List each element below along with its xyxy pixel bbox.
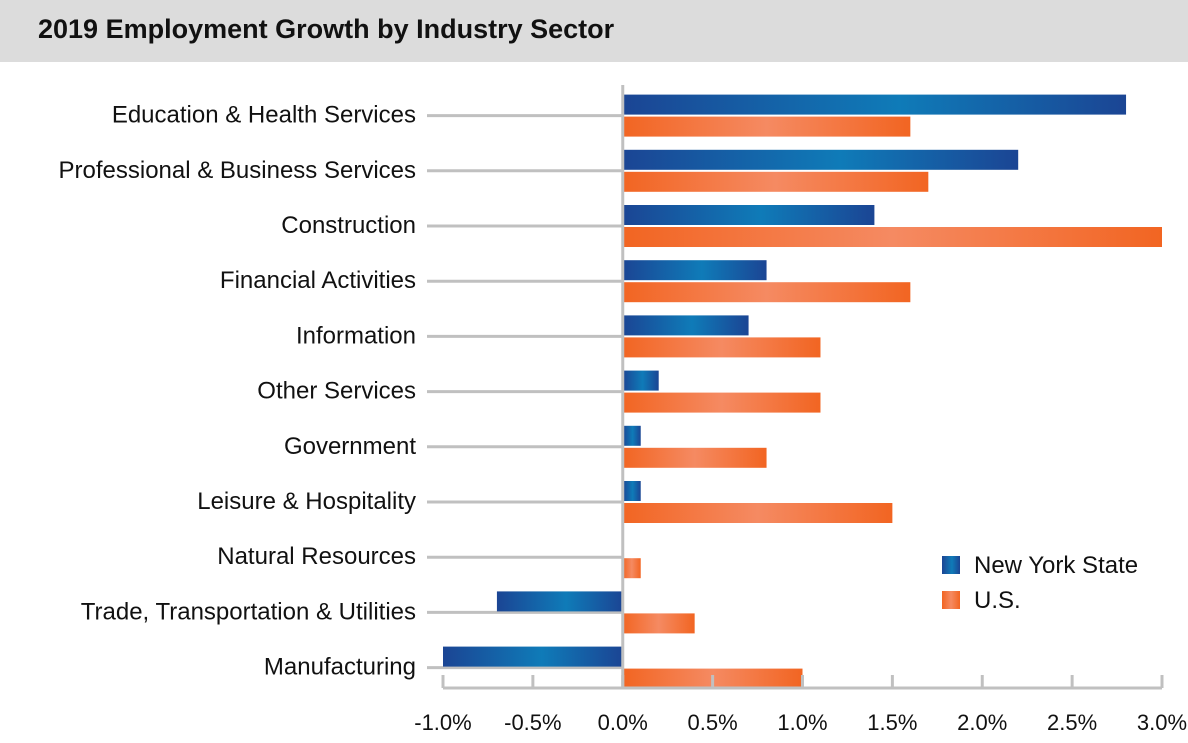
category-label: Manufacturing [264, 654, 416, 681]
bar-new-york-state [622, 149, 1019, 170]
bar-new-york-state [622, 94, 1127, 115]
bar-new-york-state [496, 591, 623, 612]
category-label: Trade, Transportation & Utilities [81, 598, 416, 625]
x-tick-label: 0.5% [688, 710, 738, 735]
legend-swatch-us [942, 591, 960, 609]
x-tick-label: 1.5% [867, 710, 917, 735]
x-tick-label: 2.0% [957, 710, 1007, 735]
bar-us [622, 337, 821, 358]
bar-us [622, 392, 821, 413]
category-label: Natural Resources [217, 543, 416, 570]
x-tick-label: 3.0% [1137, 710, 1187, 735]
legend-label: U.S. [974, 587, 1021, 614]
bar-us [622, 447, 767, 468]
bar-us [622, 116, 911, 137]
bar-us [622, 227, 1162, 247]
category-label: Education & Health Services [112, 102, 416, 129]
bar-new-york-state [622, 315, 749, 336]
chart-title: 2019 Employment Growth by Industry Secto… [38, 14, 615, 44]
category-label: Leisure & Hospitality [197, 488, 416, 515]
category-label: Professional & Business Services [59, 157, 417, 184]
bar-new-york-state [622, 370, 659, 391]
x-tick-label: 1.0% [777, 710, 827, 735]
bar-new-york-state [622, 205, 875, 225]
legend-label: New York State [974, 552, 1138, 579]
bar-us [622, 558, 641, 579]
bar-us [622, 171, 929, 192]
x-tick-label: -1.0% [414, 710, 471, 735]
x-tick-label: -0.5% [504, 710, 561, 735]
bar-new-york-state [622, 260, 767, 281]
bar-us [622, 613, 695, 634]
category-label: Information [296, 322, 416, 349]
category-label: Other Services [257, 378, 416, 405]
x-tick-label: 2.5% [1047, 710, 1097, 735]
category-label: Financial Activities [220, 267, 416, 294]
bar-new-york-state [622, 425, 641, 446]
title-bar: 2019 Employment Growth by Industry Secto… [0, 0, 1188, 62]
x-tick-label: 0.0% [598, 710, 648, 735]
legend-swatch-new-york-state [942, 556, 960, 574]
bar-new-york-state [443, 646, 623, 667]
bar-us [622, 503, 893, 523]
bar-new-york-state [622, 481, 641, 501]
bar-us [622, 282, 911, 303]
category-label: Government [284, 433, 416, 460]
category-label: Construction [281, 212, 416, 239]
legend: New York State U.S. [942, 552, 1138, 614]
